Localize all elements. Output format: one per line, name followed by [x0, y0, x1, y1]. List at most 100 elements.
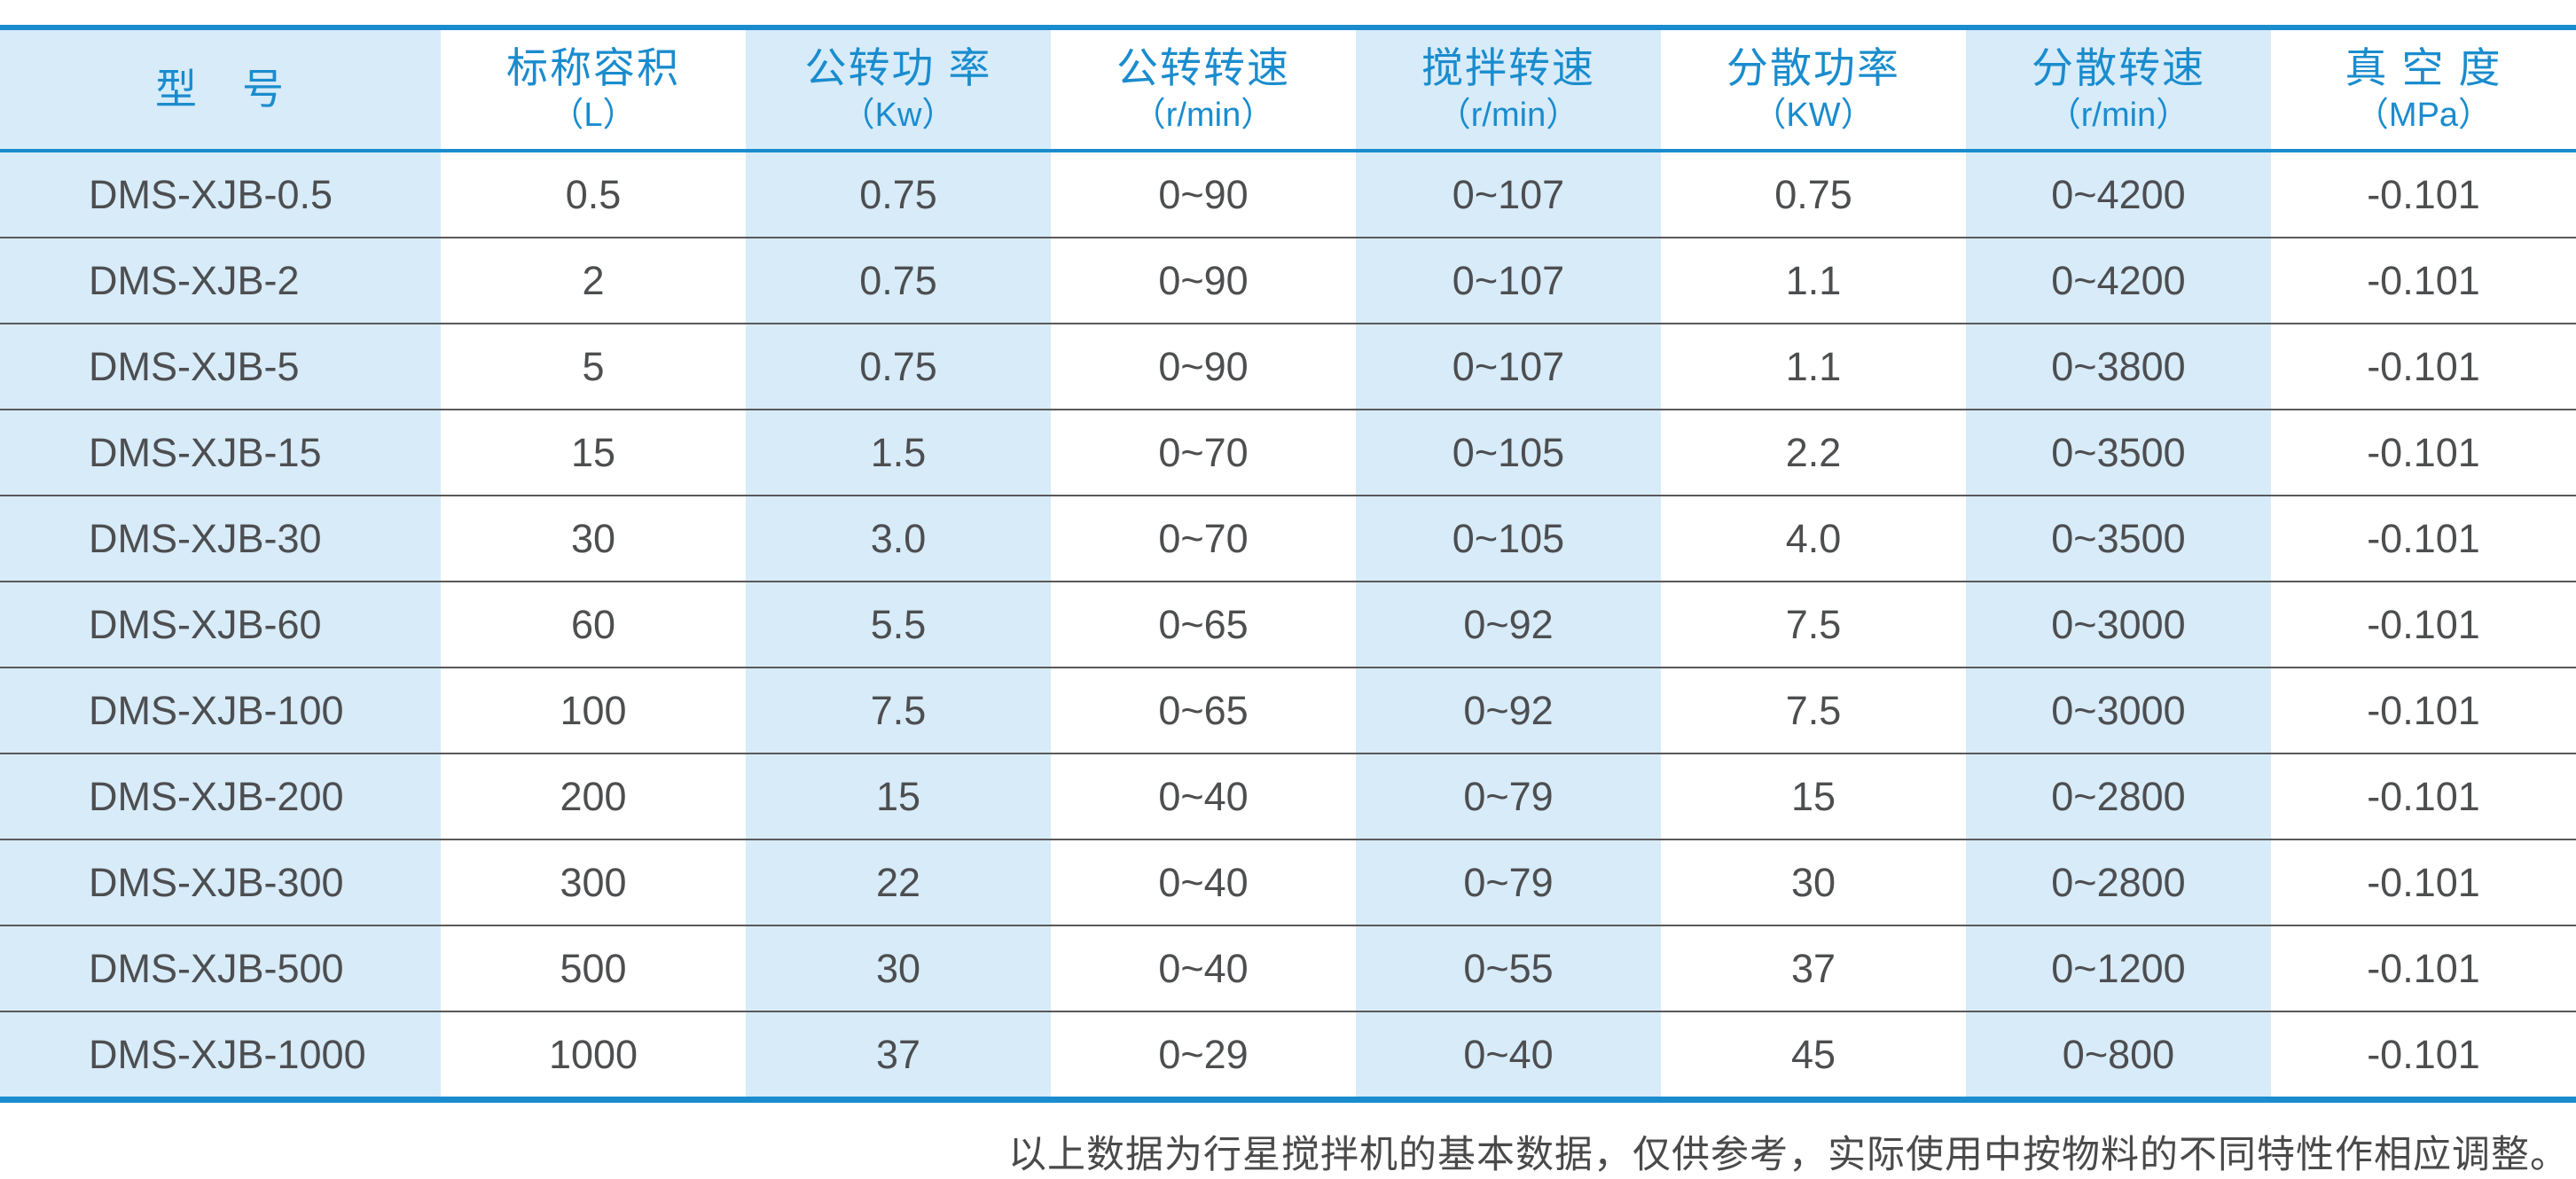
value-cell: -0.101: [2271, 839, 2576, 925]
value-cell: 5.5: [746, 581, 1051, 668]
column-header-nominal-volume: 标称容积 （L）: [441, 27, 746, 152]
model-cell: DMS-XJB-15: [0, 409, 441, 496]
table-row: DMS-XJB-30 30 3.0 0~70 0~105 4.0 0~3500 -0.101: [0, 495, 2576, 582]
table-row: DMS-XJB-15 15 1.5 0~70 0~105 2.2 0~3500 -0.101: [0, 409, 2576, 496]
table-row: DMS-XJB-5 5 0.75 0~90 0~107 1.1 0~3800 -0.101: [0, 323, 2576, 410]
value-cell: 0~79: [1356, 753, 1661, 839]
value-cell: 37: [746, 1011, 1051, 1100]
spec-table-body: DMS-XJB-0.5 0.5 0.75 0~90 0~107 0.75 0~4200 -0.…: [0, 151, 2576, 1100]
value-cell: 0~79: [1356, 839, 1661, 925]
value-cell: 200: [441, 753, 746, 839]
value-cell: 0.75: [746, 237, 1051, 324]
value-cell: 30: [441, 495, 746, 582]
value-cell: 0~3800: [1966, 323, 2271, 410]
value-cell: 0.75: [746, 151, 1051, 238]
value-cell: 1.1: [1661, 237, 1966, 324]
column-header-model: 型 号: [0, 27, 441, 152]
value-cell: 0~107: [1356, 151, 1661, 238]
value-cell: 2.2: [1661, 409, 1966, 496]
value-cell: 0~3000: [1966, 581, 2271, 668]
value-cell: 0~70: [1051, 495, 1356, 582]
column-header-dispersion-power: 分散功率 （KW）: [1661, 27, 1966, 152]
value-cell: 0~29: [1051, 1011, 1356, 1100]
value-cell: -0.101: [2271, 237, 2576, 324]
table-row: DMS-XJB-100 100 7.5 0~65 0~92 7.5 0~3000 -0.101: [0, 667, 2576, 753]
column-title: 分散功率: [1726, 44, 1900, 92]
column-header-revolution-speed: 公转转速 （r/min）: [1051, 27, 1356, 152]
value-cell: 0~3000: [1966, 667, 2271, 753]
table-row: DMS-XJB-60 60 5.5 0~65 0~92 7.5 0~3000 -0.101: [0, 581, 2576, 668]
value-cell: 0~800: [1966, 1011, 2271, 1100]
value-cell: 4.0: [1661, 495, 1966, 582]
model-cell: DMS-XJB-0.5: [0, 151, 441, 238]
value-cell: 15: [746, 753, 1051, 839]
value-cell: 45: [1661, 1011, 1966, 1100]
value-cell: 100: [441, 667, 746, 753]
value-cell: 37: [1661, 925, 1966, 1011]
value-cell: 30: [1661, 839, 1966, 925]
value-cell: 0.75: [1661, 151, 1966, 238]
column-title: 标称容积: [506, 44, 680, 92]
value-cell: 2: [441, 237, 746, 324]
value-cell: 1.5: [746, 409, 1051, 496]
value-cell: 0~40: [1051, 839, 1356, 925]
column-unit: （MPa）: [2354, 97, 2493, 135]
value-cell: 15: [441, 409, 746, 496]
value-cell: 0~65: [1051, 581, 1356, 668]
spec-table: 型 号 标称容积 （L） 公转功 率 （Kw） 公转转速 （r/min） 搅拌转…: [0, 25, 2576, 1103]
value-cell: 0.75: [746, 323, 1051, 410]
column-header-revolution-power: 公转功 率 （Kw）: [746, 27, 1051, 152]
table-row: DMS-XJB-300 300 22 0~40 0~79 30 0~2800 -0.101: [0, 839, 2576, 925]
model-cell: DMS-XJB-100: [0, 667, 441, 753]
footer-note: 以上数据为行星搅拌机的基本数据，仅供参考，实际使用中按物料的不同特性作相应调整。: [1008, 1133, 2569, 1177]
value-cell: 0~105: [1356, 495, 1661, 582]
value-cell: -0.101: [2271, 495, 2576, 582]
model-cell: DMS-XJB-5: [0, 323, 441, 410]
model-cell: DMS-XJB-300: [0, 839, 441, 925]
value-cell: 0~70: [1051, 409, 1356, 496]
value-cell: 0~4200: [1966, 237, 2271, 324]
value-cell: 0~107: [1356, 237, 1661, 324]
value-cell: 15: [1661, 753, 1966, 839]
model-cell: DMS-XJB-30: [0, 495, 441, 582]
model-cell: DMS-XJB-1000: [0, 1011, 441, 1100]
column-unit: （r/min）: [1437, 97, 1580, 135]
spec-sheet: 型 号 标称容积 （L） 公转功 率 （Kw） 公转转速 （r/min） 搅拌转…: [0, 25, 2576, 1177]
value-cell: 5: [441, 323, 746, 410]
column-header-stirring-speed: 搅拌转速 （r/min）: [1356, 27, 1661, 152]
value-cell: 60: [441, 581, 746, 668]
value-cell: 3.0: [746, 495, 1051, 582]
value-cell: 0~90: [1051, 151, 1356, 238]
value-cell: 0~40: [1051, 925, 1356, 1011]
value-cell: -0.101: [2271, 409, 2576, 496]
value-cell: -0.101: [2271, 753, 2576, 839]
value-cell: 0~2800: [1966, 753, 2271, 839]
value-cell: 0.5: [441, 151, 746, 238]
value-cell: 0~92: [1356, 667, 1661, 753]
column-unit: （L）: [550, 97, 637, 135]
value-cell: -0.101: [2271, 151, 2576, 238]
value-cell: 0~2800: [1966, 839, 2271, 925]
value-cell: 7.5: [1661, 667, 1966, 753]
value-cell: 7.5: [1661, 581, 1966, 668]
table-row: DMS-XJB-1000 1000 37 0~29 0~40 45 0~800 -0.101: [0, 1011, 2576, 1100]
value-cell: 22: [746, 839, 1051, 925]
model-cell: DMS-XJB-60: [0, 581, 441, 668]
value-cell: 0~90: [1051, 237, 1356, 324]
value-cell: 0~92: [1356, 581, 1661, 668]
value-cell: -0.101: [2271, 925, 2576, 1011]
value-cell: 0~65: [1051, 667, 1356, 753]
value-cell: 0~4200: [1966, 151, 2271, 238]
column-title: 分散转速: [2032, 44, 2205, 92]
value-cell: 500: [441, 925, 746, 1011]
column-title: 公转转速: [1116, 44, 1290, 92]
table-row: DMS-XJB-500 500 30 0~40 0~55 37 0~1200 -0.101: [0, 925, 2576, 1011]
value-cell: 0~40: [1356, 1011, 1661, 1100]
value-cell: -0.101: [2271, 581, 2576, 668]
table-row: DMS-XJB-200 200 15 0~40 0~79 15 0~2800 -0.101: [0, 753, 2576, 839]
value-cell: -0.101: [2271, 323, 2576, 410]
value-cell: 0~107: [1356, 323, 1661, 410]
column-unit: （r/min）: [1131, 97, 1275, 135]
value-cell: 0~105: [1356, 409, 1661, 496]
value-cell: 0~55: [1356, 925, 1661, 1011]
